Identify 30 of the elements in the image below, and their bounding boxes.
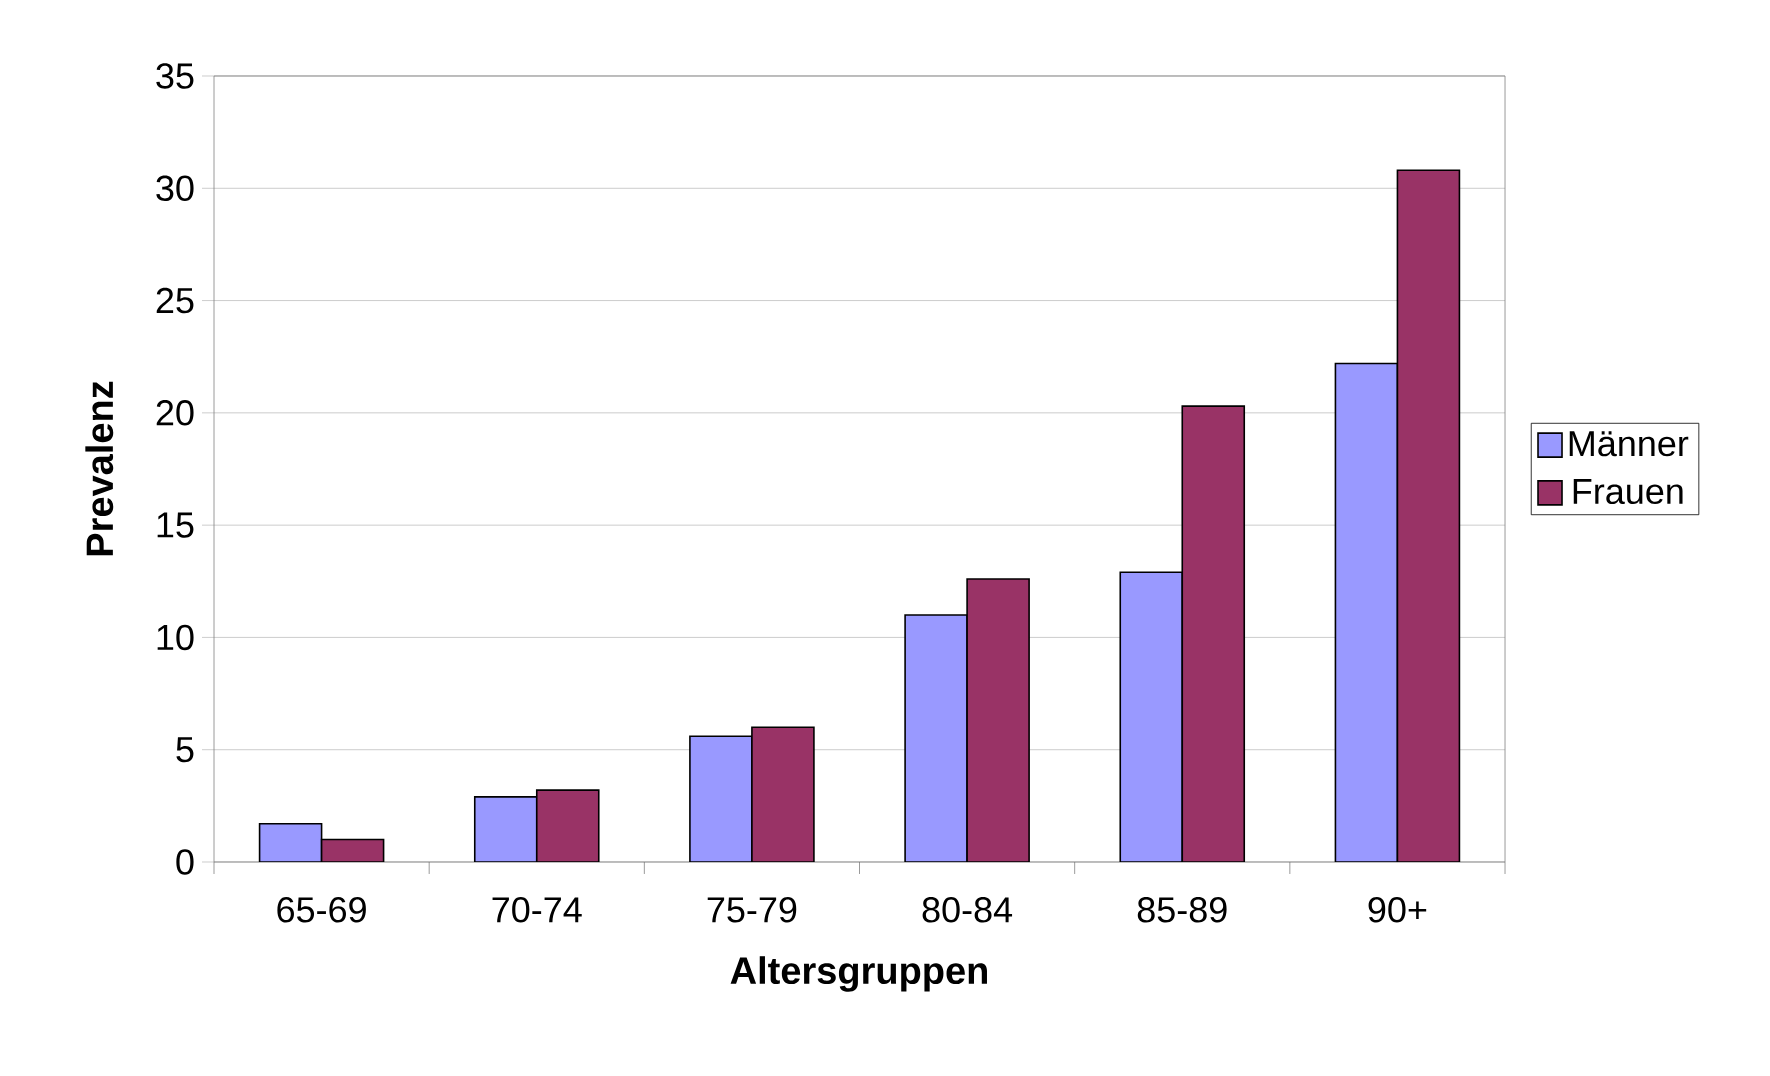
x-tick-label: 80-84 — [922, 897, 1013, 923]
x-tick-label: 85-89 — [1137, 897, 1227, 923]
y-tick-label: 30 — [156, 175, 194, 202]
x-tick-label: 70-74 — [492, 897, 582, 923]
y-axis-title: Prevalenz — [85, 381, 114, 556]
legend-label: Männer — [1569, 431, 1689, 457]
bar — [751, 726, 815, 862]
y-tick-label: 15 — [157, 512, 194, 538]
y-tick-label: 10 — [157, 624, 194, 651]
y-tick-label: 5 — [176, 737, 194, 763]
bar — [1181, 405, 1246, 862]
bar — [689, 735, 753, 862]
x-tick-label: 90+ — [1368, 897, 1427, 923]
bar — [904, 614, 968, 862]
bar — [1334, 362, 1399, 862]
bar — [320, 838, 385, 862]
y-tick-label: 35 — [156, 63, 194, 89]
y-tick-label: 25 — [156, 287, 194, 314]
y-tick-label: 20 — [156, 400, 194, 426]
x-tick-label: 75-79 — [707, 897, 797, 923]
bar — [535, 789, 600, 862]
x-axis-title: Altersgruppen — [730, 956, 987, 992]
legend-label: Frauen — [1573, 478, 1683, 505]
bar — [473, 796, 538, 862]
bar — [1119, 571, 1184, 862]
bar — [1396, 169, 1461, 862]
x-tick-label: 65-69 — [277, 897, 366, 923]
bar — [966, 578, 1030, 862]
y-tick-label: 0 — [176, 849, 194, 875]
bar — [258, 823, 323, 862]
